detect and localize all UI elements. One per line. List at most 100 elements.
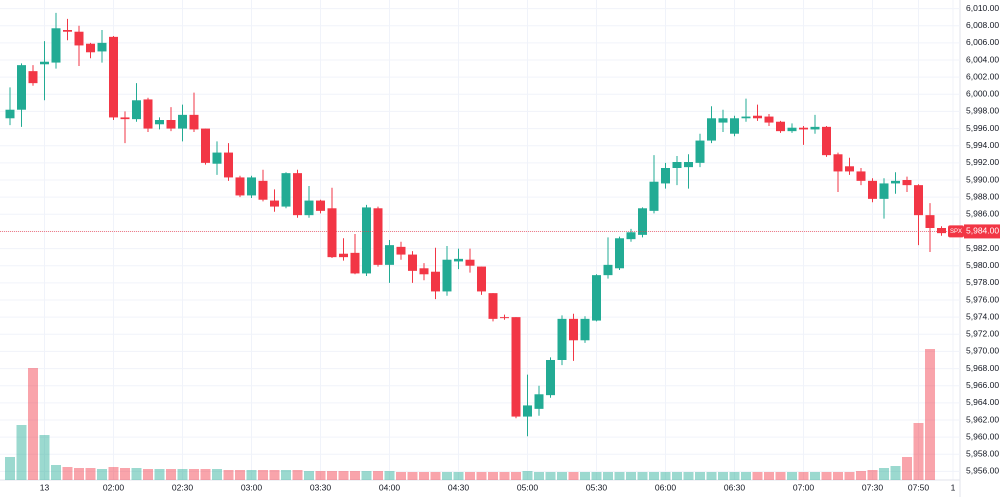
candle-body (902, 180, 912, 186)
candle-body (120, 117, 130, 120)
candle-body (707, 118, 716, 141)
volume-bar (695, 472, 705, 480)
candle-body (40, 61, 49, 65)
candle-body (201, 128, 210, 163)
volume-bar (476, 472, 487, 480)
volume-bar (108, 467, 119, 480)
candle-body (822, 126, 831, 156)
candle-body (224, 152, 233, 178)
x-tick-label: 05:00 (517, 482, 539, 492)
volume-bar (120, 468, 130, 480)
y-tick-label: 6,000.00 (966, 89, 999, 99)
candle-body (235, 177, 245, 196)
volume-bar (16, 425, 27, 480)
candle-body (362, 207, 371, 274)
volume-bar (568, 472, 579, 480)
y-tick-label: 5,996.00 (966, 123, 999, 133)
candle-body (569, 318, 578, 341)
volume-bar (166, 469, 176, 480)
candle-body (327, 208, 337, 258)
candle-body (626, 232, 636, 240)
candle-body (523, 405, 532, 417)
candle-body (546, 360, 555, 396)
y-tick-label: 5,978.00 (966, 277, 999, 287)
candle-body (672, 162, 682, 168)
candle-body (189, 114, 199, 130)
candle-body (132, 100, 141, 120)
candle-body (879, 183, 889, 199)
volume-bar (189, 469, 199, 480)
x-tick-label: 04:00 (379, 482, 401, 492)
x-tick-label: 07:50 (908, 482, 930, 492)
candle-body (63, 30, 72, 32)
y-tick-label: 5,988.00 (966, 191, 999, 201)
volume-bar (143, 469, 153, 480)
volume-bar (718, 472, 728, 480)
candle-body (511, 317, 521, 417)
last-price-box (964, 224, 1000, 239)
candle-body (97, 42, 107, 52)
candle-body (408, 254, 417, 271)
candle-body (534, 394, 544, 409)
volume-bar (890, 466, 901, 480)
volume-bar (338, 471, 349, 480)
candle-body (695, 140, 705, 163)
candle-body (155, 120, 164, 125)
y-tick-label: 5,970.00 (966, 346, 999, 356)
volume-bar (74, 468, 84, 480)
volume-bar (246, 470, 257, 480)
candle-body (592, 275, 601, 321)
volume-bar (557, 472, 567, 480)
volume-bar (304, 471, 314, 480)
y-tick-label: 5,992.00 (966, 157, 999, 167)
grid (0, 0, 960, 480)
volume-bar (5, 457, 15, 480)
volume-bar (683, 472, 694, 480)
volume-bar (235, 470, 245, 480)
candle-body (339, 253, 348, 258)
y-tick-label: 5,956.00 (966, 466, 999, 476)
y-tick-label: 6,010.00 (966, 3, 999, 13)
candle-body (937, 228, 946, 234)
candle-body (776, 121, 785, 132)
x-tick-label: 03:00 (241, 482, 263, 492)
candle-body (868, 180, 877, 199)
x-tick-label: 06:00 (655, 482, 677, 492)
candle-body (17, 65, 26, 110)
candle-body (488, 293, 498, 319)
x-tick-label: 02:00 (103, 482, 125, 492)
volume-bar (39, 435, 50, 480)
volume-bar (925, 349, 935, 480)
candle-body (442, 259, 452, 292)
volume-bar (327, 471, 337, 480)
x-tick-label: 03:30 (310, 482, 332, 492)
x-tick-label: 07:00 (793, 482, 815, 492)
y-tick-label: 6,002.00 (966, 71, 999, 81)
volume-bar (419, 472, 429, 480)
candle-body (304, 200, 314, 216)
x-tick-label: 07:30 (862, 482, 884, 492)
y-tick-label: 5,960.00 (966, 431, 999, 441)
candle-body (316, 200, 325, 211)
y-tick-label: 5,962.00 (966, 414, 999, 424)
volume-bar (97, 469, 107, 480)
candle-body (925, 215, 935, 228)
volume-bar (396, 472, 406, 480)
volume-bar (51, 465, 61, 480)
candle-body (891, 180, 900, 184)
volume-bar (488, 472, 498, 480)
candle-body (580, 318, 590, 341)
volume-bar (545, 472, 556, 480)
volume-bar (361, 471, 372, 480)
volume-bar (810, 472, 820, 480)
volume-bar (867, 470, 878, 480)
y-tick-label: 5,980.00 (966, 260, 999, 270)
candle-body (649, 181, 659, 211)
volume-bar (350, 471, 360, 480)
volume-bar (798, 472, 809, 480)
y-tick-label: 5,976.00 (966, 294, 999, 304)
candle-body (661, 168, 670, 184)
volume-bar (706, 472, 717, 480)
candle-body (373, 208, 383, 265)
